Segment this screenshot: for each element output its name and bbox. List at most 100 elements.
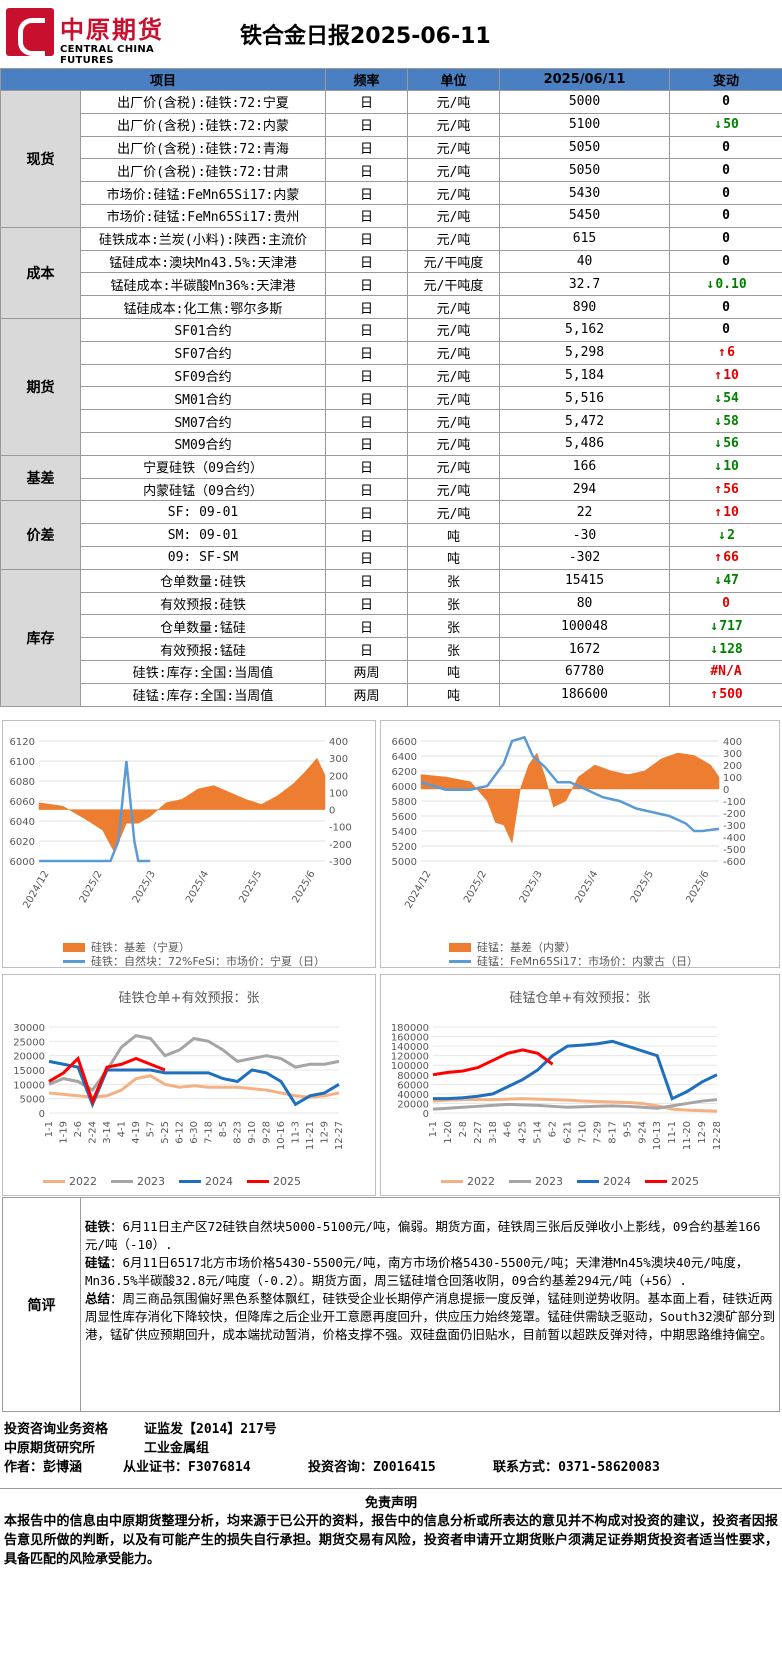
table-row: SF07合约日元/吨 5,298 ↑6 [1,340,782,365]
change-value: 0 [722,139,730,155]
change-cell: ↓50 [669,112,782,137]
item-cell: 硅铁成本:兰炭(小料):陕西:主流价 [79,226,327,251]
x-tick-label: 5-25 [160,1121,171,1144]
value-cell: 5430 [499,181,671,205]
change-cell: 0 [669,135,782,160]
value-cell: 5,516 [499,386,671,411]
item-cell: 出厂价(含税):硅铁:72:宁夏 [79,90,327,114]
y-tick-left: 6200 [392,767,417,778]
y-tick-left: 6040 [10,817,35,828]
table-row: 出厂价(含税):硅铁:72:甘肃日元/吨 5050 0 [1,158,782,183]
freq-cell: 日 [325,500,409,525]
footer-qualification-label: 投资咨询业务资格 [4,1422,109,1437]
freq-cell: 日 [325,317,409,342]
arrow-down-icon: ↓ [718,527,726,543]
legend-label: 2023 [535,1175,563,1188]
change-cell: 0 [669,249,782,274]
arrow-down-icon: ↓ [710,618,719,634]
freq-cell: 日 [325,226,409,251]
y-tick-right: 100 [723,773,742,784]
unit-cell: 元/吨 [407,500,501,525]
contact-label: 联系方式： [493,1460,559,1475]
value-cell: 5050 [499,158,671,183]
table-row: SM07合约日元/吨 5,472 ↓58 [1,409,782,433]
price-line [39,760,151,863]
legend-line-swatch [449,959,471,963]
freq-cell: 日 [325,272,409,297]
y-tick-left: 6100 [10,757,35,768]
change-cell: ↑66 [669,545,782,570]
unit-cell: 元/吨 [407,181,501,205]
cert-number: F3076814 [188,1460,251,1475]
legend-swatch [43,1180,65,1183]
y-tick-right: -200 [329,840,352,851]
basis-bars [38,757,326,854]
unit-cell: 元/吨 [407,431,501,456]
legend-swatch [179,1180,201,1183]
table-row: 锰硅成本:化工焦:鄂尔多斯日元/吨 890 0 [1,295,782,319]
item-cell: 锰硅成本:半碳酸Mn36%:天津港 [79,272,327,297]
value-cell: 186600 [499,682,671,707]
value-cell: 100048 [499,614,671,639]
cert-label: 从业证书： [123,1460,189,1475]
x-tick-label: 10-16 [276,1121,287,1150]
y-tick-right: 0 [329,806,335,817]
change-cell: ↑10 [669,363,782,388]
x-tick-label: 11-21 [305,1121,316,1150]
unit-cell: 元/吨 [407,295,501,319]
table-row: SM01合约日元/吨 5,516 ↓54 [1,386,782,411]
freq-cell: 日 [325,340,409,365]
x-tick-label: 2-8 [458,1121,469,1137]
contact-phone: 0371-58620083 [558,1460,660,1475]
x-tick-label: 5-14 [533,1121,544,1144]
x-tick-label: 2025/6 [684,869,711,905]
value-cell: -30 [499,523,671,547]
chart-legend: 2022 2023 2024 2025 [441,1175,699,1188]
x-tick-label: 2025/4 [184,869,211,905]
y-tick-left: 6060 [10,797,35,808]
change-value: 66 [723,550,739,566]
y-tick-left: 6000 [392,782,417,793]
y-tick-right: -400 [723,833,746,844]
freq-cell: 日 [325,454,409,479]
y-tick-left: 6080 [10,777,35,788]
legend-label: 硅铁：自然块：72%FeSi：市场价：宁夏（日） [91,955,325,968]
chart-silicomanganese-warrants: 硅锰仓单+有效预报：张 0 20000 40000 60000 80000 100000 1… [380,974,780,1196]
x-tick-label: 6-30 [189,1121,200,1144]
commentary-text: 硅铁：6月11日主产区72硅铁自然块5000-5100元/吨，偏弱。期货方面，硅… [85,1218,777,1344]
y-tick-right: 300 [723,749,742,760]
item-cell: 锰硅成本:澳块Mn43.5%:天津港 [79,249,327,274]
freq-cell: 日 [325,568,409,593]
change-cell: ↓10 [669,454,782,479]
x-tick-label: 1-19 [59,1121,70,1144]
x-tick-label: 6-12 [175,1121,186,1144]
unit-cell: 元/吨 [407,363,501,388]
category-cell: 期货 [0,317,81,456]
change-cell: 0 [669,226,782,251]
change-cell: #N/A [669,659,782,684]
freq-cell: 日 [325,614,409,639]
unit-cell: 张 [407,614,501,639]
legend-swatch [645,1180,667,1183]
y-tick-right: -600 [723,857,746,868]
series-line-2025 [48,1055,166,1106]
y-tick-left: 6020 [10,837,35,848]
legend-item: 2022 [441,1175,495,1188]
change-value: #N/A [710,664,742,680]
unit-cell: 张 [407,591,501,616]
unit-cell: 元/吨 [407,477,501,502]
value-cell: 1672 [499,637,671,661]
report-title: 铁合金日报2025-06-11 [240,24,491,49]
item-cell: SM09合约 [79,431,327,456]
value-cell: 5,162 [499,317,671,342]
item-cell: 仓单数量:锰硅 [79,614,327,639]
y-tick-right: 200 [723,761,742,772]
arrow-down-icon: ↓ [714,117,723,133]
x-tick-label: 12-28 [712,1121,723,1150]
unit-cell: 吨 [407,682,501,707]
change-value: 47 [723,573,739,589]
change-cell: ↓128 [669,637,782,661]
arrow-up-icon: ↑ [714,481,723,497]
change-value: 6 [727,345,735,361]
change-value: 0.10 [715,276,747,292]
